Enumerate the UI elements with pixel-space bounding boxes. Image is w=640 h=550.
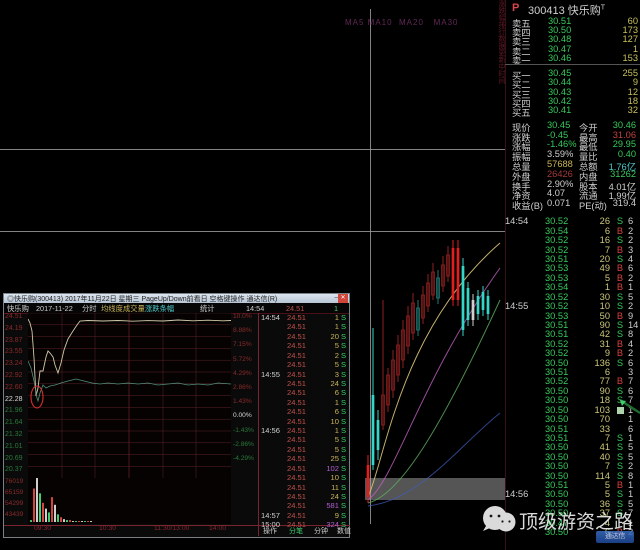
svg-text:顶级游资之路: 顶级游资之路	[519, 511, 633, 533]
